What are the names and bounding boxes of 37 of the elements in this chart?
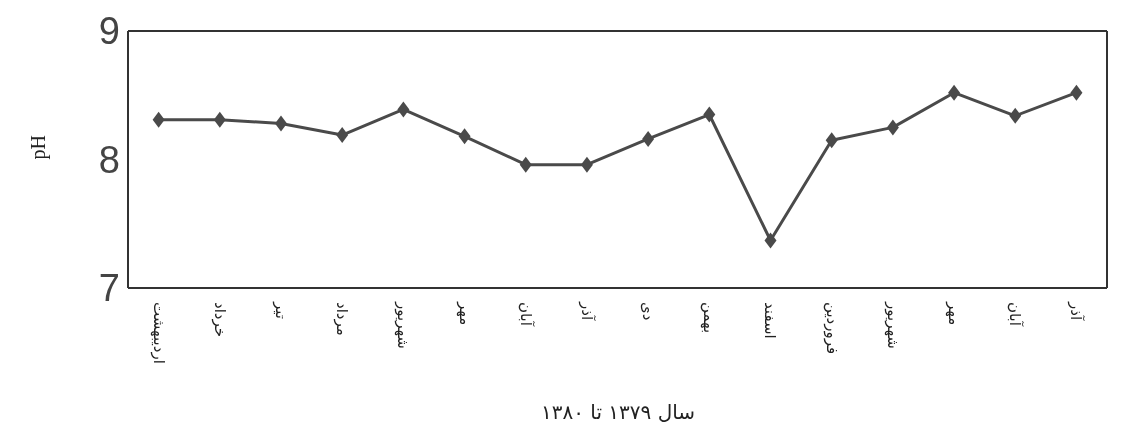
- point: [1009, 107, 1022, 124]
- x-tick-label: مهر: [455, 301, 474, 326]
- point: [519, 156, 532, 173]
- point: [886, 119, 899, 136]
- point: [397, 101, 410, 118]
- x-axis-title: سال ۱۳۷۹ تا ۱۳۸۰: [539, 400, 697, 424]
- x-tick-label: دی: [639, 302, 658, 321]
- point: [580, 156, 593, 173]
- x-tick-label: آبان: [1006, 302, 1025, 327]
- y-tick-label: 7: [98, 267, 120, 310]
- point: [1070, 84, 1083, 101]
- point: [336, 127, 349, 144]
- point: [274, 115, 287, 132]
- x-tick-label: آبان: [516, 302, 535, 327]
- x-tick-label: مهر: [945, 301, 964, 326]
- point: [213, 111, 226, 128]
- y-tick-label: 8: [98, 138, 120, 181]
- point: [458, 128, 471, 145]
- x-tick-label: تیر: [271, 301, 290, 319]
- point: [825, 132, 838, 149]
- y-tick-label: 9: [98, 10, 120, 53]
- x-tick-label: اردیبهشت: [149, 302, 168, 364]
- x-tick-label: فروردین: [822, 302, 841, 355]
- point: [642, 130, 655, 147]
- point: [764, 232, 777, 249]
- x-tick-label: آذر: [577, 301, 596, 321]
- y-axis-title: pH: [27, 135, 51, 160]
- x-tick-label: خرداد: [210, 302, 229, 338]
- point: [703, 106, 716, 123]
- x-tick-label: مرداد: [333, 302, 352, 336]
- x-tick-label: آذر: [1067, 301, 1086, 321]
- x-tick-label: شهریور: [394, 301, 413, 349]
- x-tick-label: شهریور: [883, 301, 902, 349]
- point: [152, 111, 165, 128]
- point: [948, 84, 961, 101]
- x-tick-label: اسفند: [761, 302, 780, 339]
- x-tick-label: بهمن: [700, 302, 719, 334]
